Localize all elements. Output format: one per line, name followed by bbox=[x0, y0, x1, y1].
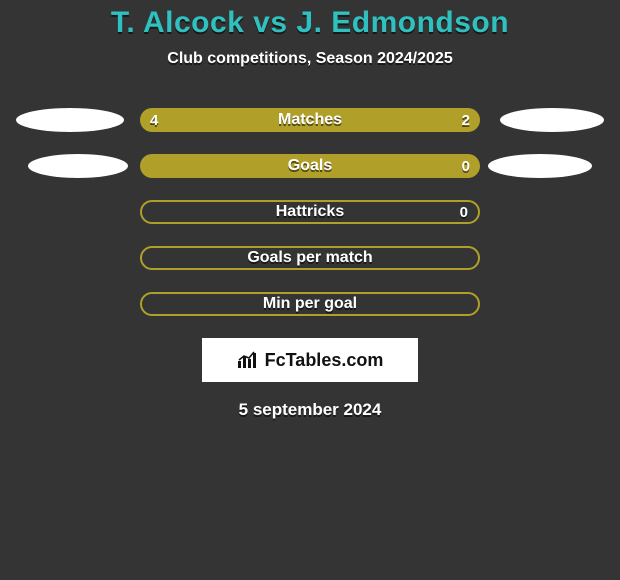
branding-badge: FcTables.com bbox=[202, 338, 418, 382]
stat-bar: Goals per match bbox=[140, 246, 480, 270]
player-marker-left bbox=[16, 108, 124, 132]
barchart-icon bbox=[237, 351, 259, 369]
branding-text: FcTables.com bbox=[265, 350, 384, 371]
comparison-infographic: T. Alcock vs J. Edmondson Club competiti… bbox=[0, 0, 620, 580]
comparison-row: Min per goal bbox=[10, 280, 610, 326]
footer-date: 5 september 2024 bbox=[0, 400, 620, 420]
title-vs: vs bbox=[244, 6, 296, 39]
comparison-row: 42Matches bbox=[10, 96, 610, 142]
player-marker-right bbox=[500, 108, 604, 132]
comparison-row: 0Goals bbox=[10, 142, 610, 188]
stat-label: Matches bbox=[140, 108, 480, 132]
page-title: T. Alcock vs J. Edmondson bbox=[0, 0, 620, 40]
player-marker-left bbox=[28, 154, 128, 178]
title-player-right: J. Edmondson bbox=[296, 6, 509, 39]
stat-label: Goals per match bbox=[142, 248, 478, 268]
stat-bar: 0Hattricks bbox=[140, 200, 480, 224]
page-subtitle: Club competitions, Season 2024/2025 bbox=[0, 50, 620, 68]
stat-bar: 42Matches bbox=[140, 108, 480, 132]
stat-bar: Min per goal bbox=[140, 292, 480, 316]
comparison-chart: 42Matches 0Goals 0Hattricks Goals per match… bbox=[10, 96, 610, 326]
stat-bar: 0Goals bbox=[140, 154, 480, 178]
stat-label: Hattricks bbox=[142, 202, 478, 222]
stat-label: Min per goal bbox=[142, 294, 478, 314]
comparison-row: Goals per match bbox=[10, 234, 610, 280]
player-marker-right bbox=[488, 154, 592, 178]
title-player-left: T. Alcock bbox=[111, 6, 244, 39]
stat-label: Goals bbox=[140, 154, 480, 178]
comparison-row: 0Hattricks bbox=[10, 188, 610, 234]
